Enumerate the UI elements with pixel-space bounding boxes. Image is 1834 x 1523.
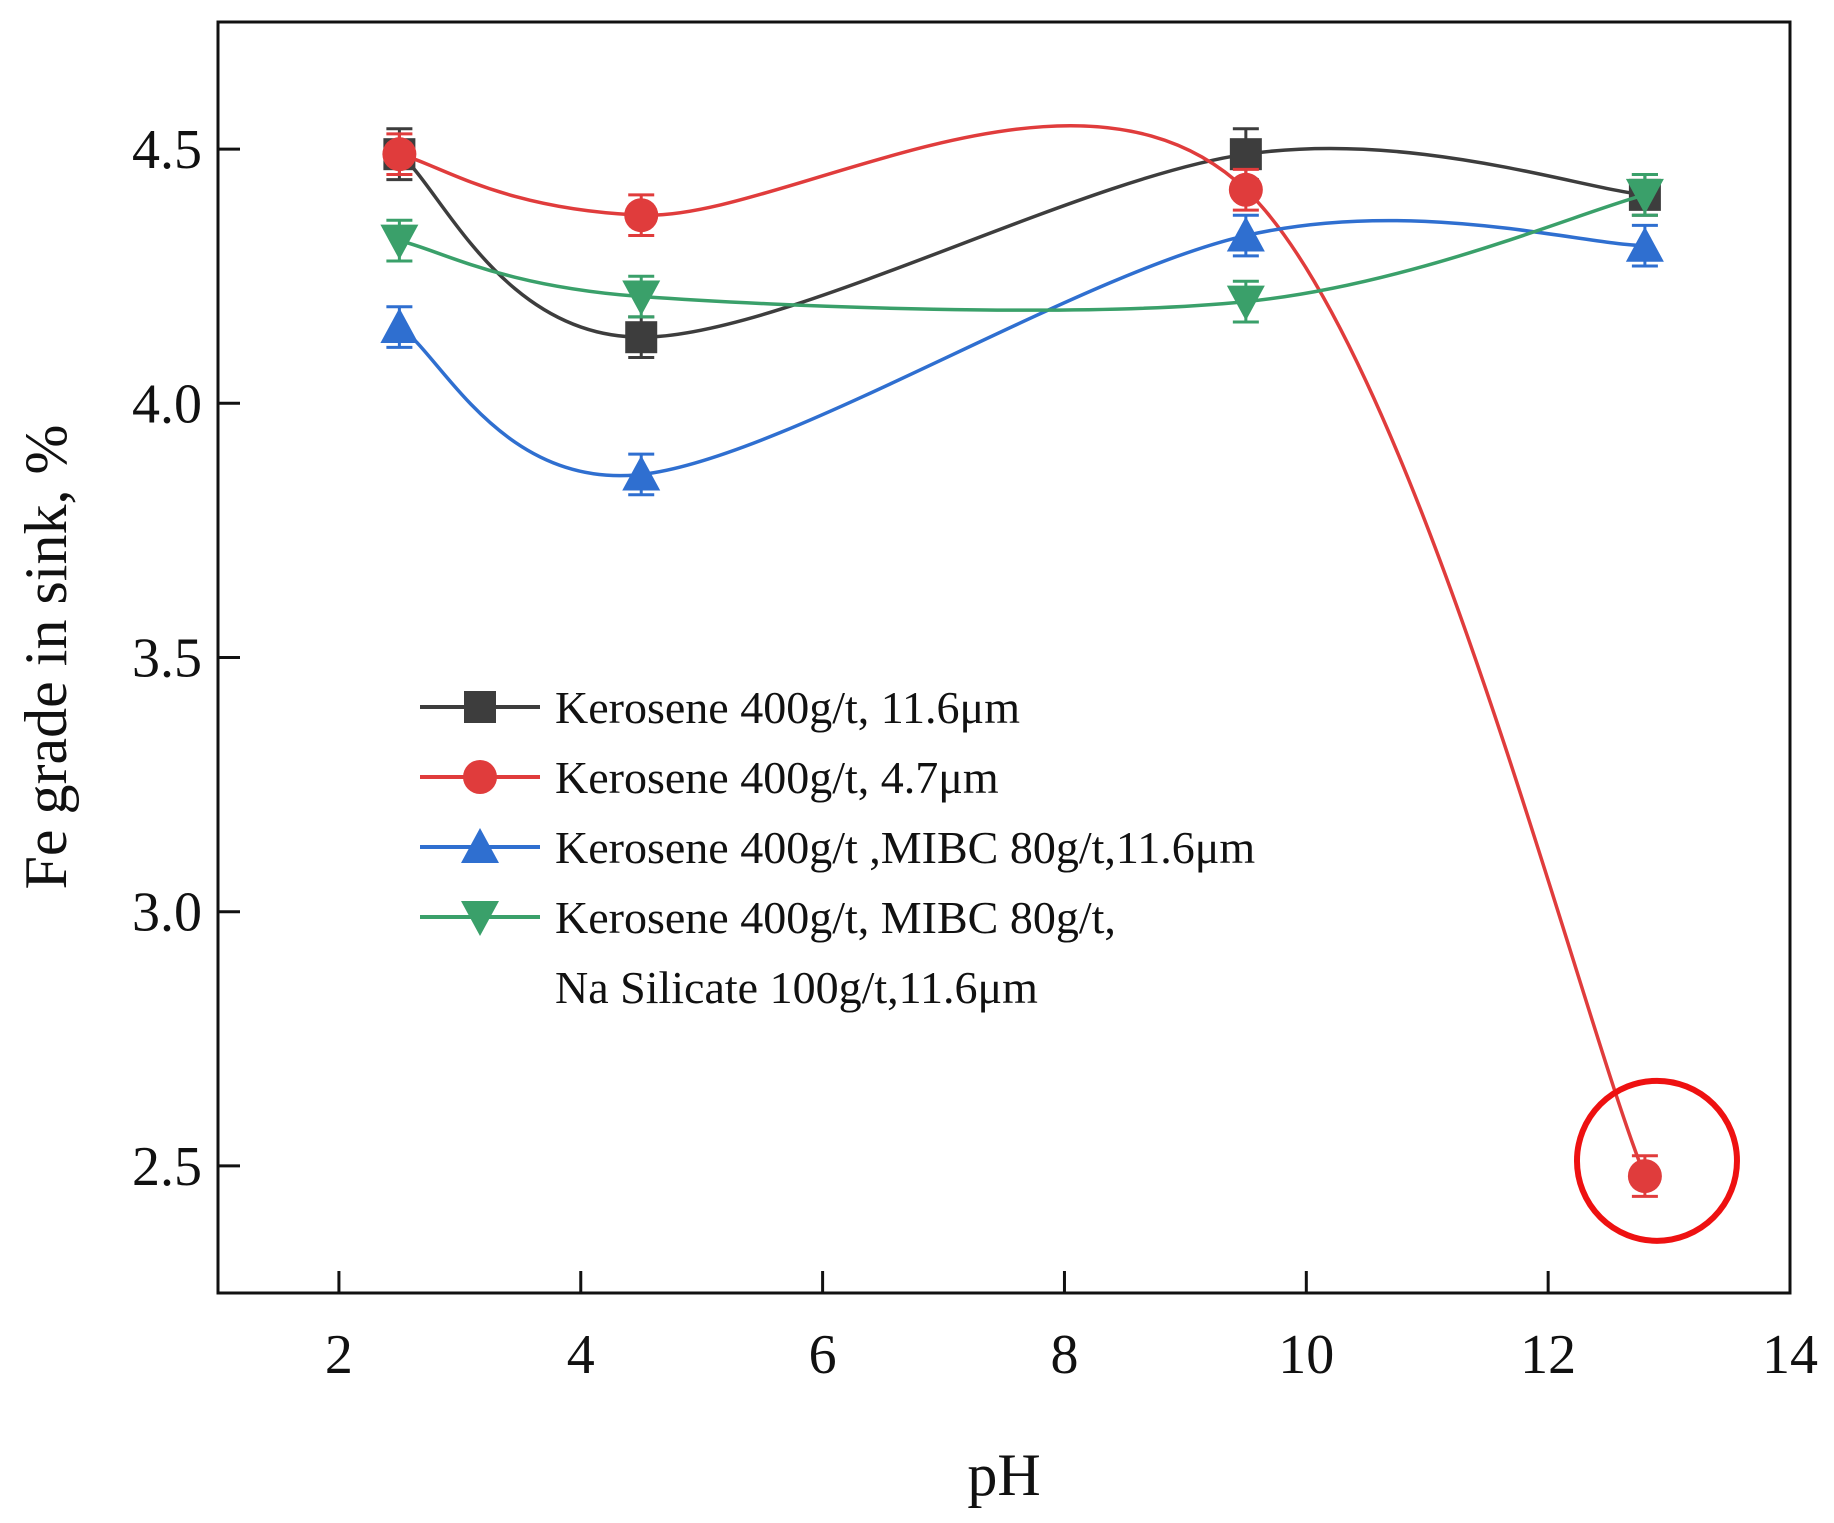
data-point [380,224,419,260]
series-line [398,193,1646,312]
legend-label: Kerosene 400g/t, 11.6μm [555,682,1020,733]
series-line [398,124,1647,1177]
legend-item: Kerosene 400g/t, 11.6μm [420,682,1020,733]
x-tick-label: 6 [809,1324,837,1386]
y-tick-label: 4.5 [132,119,202,181]
x-tick-label: 14 [1762,1324,1818,1386]
legend-label: Kerosene 400g/t ,MIBC 80g/t,11.6μm [555,822,1255,873]
y-axis: 2.5 3.0 3.5 4.0 4.5 [132,119,240,1198]
data-point [624,198,659,233]
legend-label: Kerosene 400g/t, 4.7μm [555,752,999,803]
data-point [1627,1159,1662,1194]
legend-item: Kerosene 400g/t, MIBC 80g/t, Na Silicate … [420,892,1116,1013]
data-point [380,308,419,344]
legend-marker [463,760,497,794]
data-point [1226,216,1265,252]
annotation-layer [1573,1077,1740,1244]
series-2 [382,124,1662,1198]
legend-label: Kerosene 400g/t, MIBC 80g/t, [555,892,1116,943]
plot-area-frame [216,20,1792,1295]
x-tick-label: 4 [567,1324,595,1386]
legend-marker [464,691,496,723]
y-tick-label: 3.5 [132,628,202,690]
legend-marker [461,828,499,863]
data-point [1228,172,1263,207]
data-point [382,137,417,172]
data-point [1229,138,1262,171]
series-4 [380,173,1664,324]
x-tick-label: 2 [325,1324,353,1386]
legend-item: Kerosene 400g/t ,MIBC 80g/t,11.6μm [420,822,1255,873]
y-tick-label: 3.0 [132,882,202,944]
series-3 [380,213,1664,497]
y-axis-title: Fe grade in sink, % [13,425,79,890]
data-point [622,455,661,491]
data-point [622,280,661,316]
data-point [1625,226,1664,262]
x-axis: 2 4 6 8 10 12 14 [325,1271,1818,1386]
legend: Kerosene 400g/t, 11.6μm Kerosene 400g/t, … [420,682,1255,1013]
y-tick-label: 2.5 [132,1136,202,1198]
y-tick-label: 4.0 [132,373,202,435]
x-tick-label: 10 [1278,1324,1334,1386]
series-layer [380,124,1664,1198]
series-line [398,146,1646,339]
legend-marker [461,901,499,936]
highlight-circle [1573,1077,1740,1244]
data-point [1625,178,1664,214]
data-point [1226,285,1265,321]
x-axis-title: pH [967,1442,1040,1508]
x-tick-label: 12 [1520,1324,1576,1386]
x-tick-label: 8 [1050,1324,1078,1386]
legend-label-line2: Na Silicate 100g/t,11.6μm [555,962,1038,1013]
series-line [398,218,1645,478]
legend-item: Kerosene 400g/t, 4.7μm [420,752,999,803]
data-point [625,321,658,354]
